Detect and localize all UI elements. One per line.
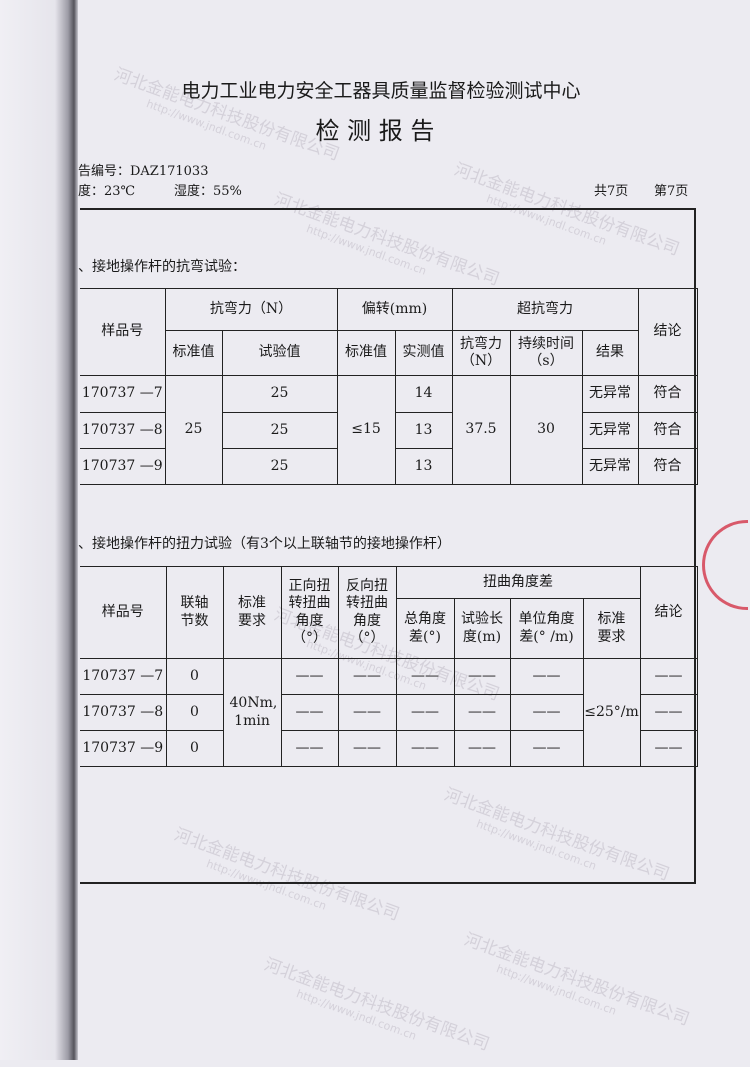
- bend-test-value: 25: [221, 412, 338, 449]
- header-deflect-meas: 实测值: [394, 330, 453, 376]
- header-diff-req: 标准要求: [582, 598, 641, 659]
- header-sample: 样品号: [80, 288, 166, 376]
- dash: ——: [337, 658, 397, 695]
- joints-value: 0: [165, 730, 224, 767]
- diff-req-value: ≤25°/m: [582, 658, 641, 767]
- table-row: 170737 —8 25 13 无异常 符合: [80, 412, 698, 449]
- header-over: 超抗弯力: [451, 288, 639, 331]
- table-row: 170737 —7 25 25 ≤15 14 37.5 30 无异常 符合: [80, 375, 698, 485]
- bend-std-value: 25: [164, 375, 223, 485]
- table-row: 170737 —9 0 —— —— —— —— —— ——: [80, 730, 698, 767]
- over-force-value: 37.5: [451, 375, 511, 485]
- sample-id: 170737 —8: [80, 412, 166, 449]
- dash: ——: [639, 694, 698, 731]
- deflect-value: 14: [394, 375, 453, 413]
- deflect-value: 13: [394, 448, 453, 485]
- dash: ——: [509, 658, 584, 695]
- table-row: 170737 —9 25 13 无异常 符合: [80, 448, 698, 485]
- sample-id: 170737 —7: [80, 658, 167, 695]
- org-name: 电力工业电力安全工器具质量监督检验测试中心: [181, 80, 581, 102]
- dash: ——: [337, 730, 397, 767]
- header-joints: 联轴节数: [165, 566, 224, 659]
- result: 无异常: [581, 448, 639, 485]
- dash: ——: [453, 730, 511, 767]
- result: 无异常: [581, 375, 639, 413]
- conclusion: 符合: [637, 412, 698, 449]
- header-bend: 抗弯力（N）: [164, 288, 338, 331]
- header-unit: 单位角度差(° /m): [509, 598, 584, 659]
- humidity: 湿度：55%: [174, 184, 242, 199]
- conclusion: 符合: [637, 375, 698, 413]
- report-number: 告编号：DAZ171033: [78, 164, 209, 179]
- header-forward: 正向扭转扭曲角度（°）: [280, 566, 339, 659]
- joints-value: 0: [165, 694, 224, 731]
- header-total: 总角度差(°): [395, 598, 455, 659]
- report-frame: [80, 208, 696, 884]
- torsion-test-table: 样品号 联轴节数 标准要求 正向扭转扭曲角度（°） 反向扭转扭曲角度（°） 扭曲…: [80, 566, 698, 767]
- sample-id: 170737 —9: [80, 448, 166, 485]
- header-sample: 样品号: [80, 566, 167, 659]
- dash: ——: [337, 694, 397, 731]
- dash: ——: [395, 658, 455, 695]
- total-pages: 共7页: [594, 184, 629, 199]
- deflect-value: 13: [394, 412, 453, 449]
- dash: ——: [509, 694, 584, 731]
- header-bend-std: 标准值: [164, 330, 223, 376]
- red-seal-stamp: [702, 520, 748, 610]
- joints-value: 0: [165, 658, 224, 695]
- dash: ——: [509, 730, 584, 767]
- page-binding-shadow: [0, 0, 78, 1060]
- temperature: 度：23℃: [78, 184, 136, 199]
- conclusion: 符合: [637, 448, 698, 485]
- section2-title: 、接地操作杆的扭力试验（有3个以上联轴节的接地操作杆）: [78, 536, 451, 552]
- header-over-force: 抗弯力（N）: [451, 330, 511, 376]
- sample-id: 170737 —9: [80, 730, 167, 767]
- watermark: 河北金能电力科技股份有限公司 http://www.jndl.com.cn: [461, 929, 692, 1030]
- header-over-time: 持续时间（s）: [509, 330, 583, 376]
- over-time-value: 30: [509, 375, 583, 485]
- header-reverse: 反向扭转扭曲角度（°）: [337, 566, 397, 659]
- dash: ——: [280, 694, 339, 731]
- bending-test-table: 样品号 抗弯力（N） 偏转(mm) 超抗弯力 结论 标准值 试验值 标准值 实测…: [80, 288, 698, 485]
- dash: ——: [280, 730, 339, 767]
- dash: ——: [453, 694, 511, 731]
- header-deflect: 偏转(mm): [336, 288, 453, 331]
- section1-title: 、接地操作杆的抗弯试验：: [78, 259, 246, 275]
- header-length: 试验长度(m): [453, 598, 511, 659]
- header-conclusion: 结论: [639, 566, 698, 659]
- bend-test-value: 25: [221, 375, 338, 413]
- result: 无异常: [581, 412, 639, 449]
- dash: ——: [453, 658, 511, 695]
- req-value: 40Nm, 1min: [222, 658, 282, 767]
- bend-test-value: 25: [221, 448, 338, 485]
- watermark: 河北金能电力科技股份有限公司 http://www.jndl.com.cn: [261, 954, 492, 1055]
- dash: ——: [395, 694, 455, 731]
- dash: ——: [395, 730, 455, 767]
- header-conclusion: 结论: [637, 288, 698, 376]
- page-number: 第7页: [654, 184, 689, 199]
- dash: ——: [639, 730, 698, 767]
- header-diff: 扭曲角度差: [395, 566, 641, 599]
- sample-id: 170737 —7: [80, 375, 166, 413]
- header-over-result: 结果: [581, 330, 639, 376]
- header-deflect-std: 标准值: [336, 330, 396, 376]
- dash: ——: [639, 658, 698, 695]
- header-bend-test: 试验值: [221, 330, 338, 376]
- table-row: 170737 —7 0 40Nm, 1min —— —— —— —— —— ≤2…: [80, 658, 698, 767]
- report-title: 检 测 报 告: [315, 117, 435, 145]
- header-req: 标准要求: [222, 566, 282, 659]
- sample-id: 170737 —8: [80, 694, 167, 731]
- deflect-std-value: ≤15: [336, 375, 396, 485]
- dash: ——: [280, 658, 339, 695]
